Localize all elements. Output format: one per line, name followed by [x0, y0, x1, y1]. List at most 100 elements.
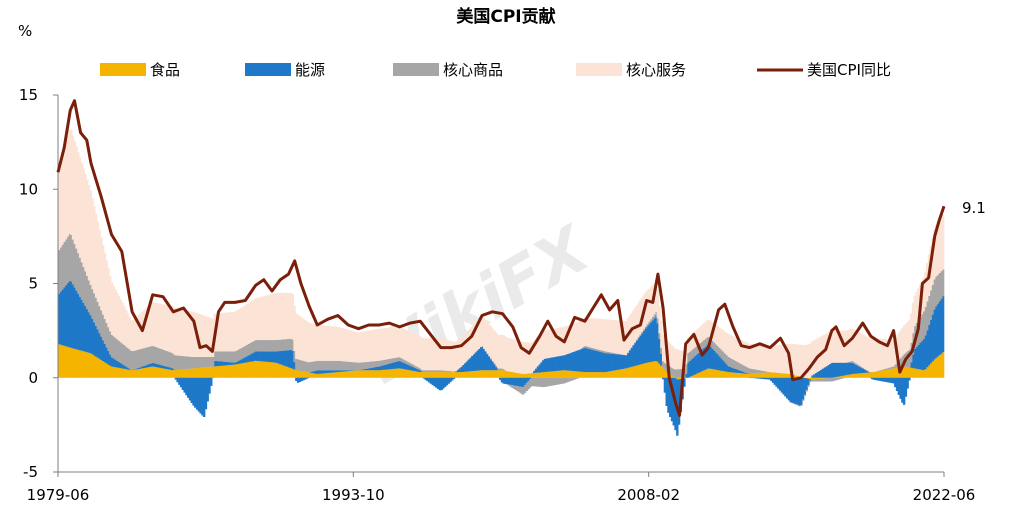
bar-segment: [256, 360, 259, 378]
bar-segment: [160, 304, 163, 349]
bar-segment: [750, 373, 753, 378]
bar-segment: [366, 361, 369, 369]
bar-segment: [438, 372, 442, 378]
bar-segment: [892, 366, 895, 369]
bar-segment: [431, 377, 434, 386]
bar-segment: [206, 367, 209, 378]
bar-segment: [385, 369, 388, 378]
bar-segment: [614, 353, 617, 355]
bar-segment: [509, 338, 512, 372]
bar-segment: [149, 366, 153, 378]
bar-segment: [525, 377, 528, 384]
bar-segment: [738, 373, 741, 378]
bar-segment: [339, 361, 342, 371]
bar-segment: [286, 366, 289, 378]
bar-segment: [941, 215, 945, 270]
bar-segment: [307, 322, 310, 363]
bar-segment: [240, 347, 243, 360]
bar-segment: [321, 370, 325, 374]
bar-segment: [410, 332, 413, 364]
bar-segment: [275, 362, 279, 378]
bar-segment: [888, 377, 892, 383]
bar-segment: [493, 364, 496, 371]
bar-segment: [190, 377, 193, 404]
bar-segment: [71, 239, 75, 285]
bar-segment: [667, 377, 670, 413]
bar-segment: [856, 331, 860, 365]
bar-segment: [697, 352, 700, 373]
bar-segment: [254, 298, 257, 341]
bar-segment: [663, 362, 667, 370]
bar-segment: [447, 370, 450, 373]
bar-segment: [931, 361, 934, 378]
bar-segment: [849, 374, 853, 378]
bar-segment: [373, 361, 376, 368]
bar-segment: [351, 362, 355, 371]
bar-segment: [259, 351, 263, 362]
bar-segment: [576, 377, 580, 379]
bar-segment: [165, 304, 169, 351]
bar-segment: [245, 362, 248, 378]
bar-segment: [82, 266, 85, 303]
bar-segment: [656, 323, 660, 362]
bar-segment: [536, 377, 539, 387]
bar-segment: [837, 362, 840, 377]
bar-segment: [133, 369, 137, 370]
bar-segment: [856, 364, 860, 366]
bar-segment: [848, 362, 851, 375]
bar-segment: [848, 361, 851, 363]
bar-segment: [509, 384, 512, 387]
bar-segment: [878, 370, 881, 371]
bar-segment: [832, 330, 835, 363]
bar-segment: [243, 345, 247, 358]
bar-segment: [68, 130, 71, 234]
bar-segment: [167, 351, 170, 368]
bar-segment: [550, 357, 553, 372]
bar-segment: [172, 370, 176, 378]
legend-item: 核心服务: [576, 61, 686, 79]
bar-segment: [541, 372, 544, 378]
bar-segment: [119, 368, 123, 378]
bar-segment: [679, 368, 683, 378]
bar-segment: [332, 326, 335, 361]
bar-segment: [794, 375, 798, 378]
bar-segment: [690, 376, 693, 378]
bar-segment: [275, 292, 279, 340]
bar-segment: [396, 357, 399, 362]
bar-segment: [814, 377, 817, 380]
bar-segment: [385, 364, 388, 370]
bar-segment: [286, 350, 289, 367]
bar-segment: [887, 369, 890, 378]
bar-segment: [66, 136, 69, 237]
bar-segment: [736, 369, 739, 373]
bar-segment: [917, 369, 920, 378]
bar-segment: [295, 370, 298, 378]
bar-segment: [585, 348, 589, 373]
bar-segment: [520, 386, 523, 394]
bar-segment: [367, 330, 371, 362]
bar-segment: [684, 348, 688, 365]
series-能源: [57, 280, 945, 436]
bar-segment: [318, 373, 321, 378]
bar-segment: [876, 338, 879, 371]
bar-segment: [497, 370, 500, 378]
bar-segment: [217, 366, 220, 378]
bar-segment: [837, 377, 840, 380]
bar-segment: [573, 351, 576, 372]
bar-segment: [901, 355, 904, 367]
bar-segment: [920, 314, 924, 342]
bar-segment: [309, 323, 312, 363]
bar-segment: [295, 313, 298, 359]
bar-segment: [103, 318, 107, 344]
bar-segment: [828, 377, 831, 382]
bar-segment: [429, 370, 433, 373]
bar-segment: [502, 369, 505, 371]
bar-segment: [566, 377, 569, 383]
bar-segment: [617, 369, 621, 378]
bar-segment: [785, 373, 789, 378]
bar-segment: [863, 368, 867, 370]
bar-segment: [64, 346, 68, 378]
bar-segment: [743, 373, 746, 378]
bar-segment: [465, 361, 468, 372]
bar-segment: [436, 370, 440, 373]
